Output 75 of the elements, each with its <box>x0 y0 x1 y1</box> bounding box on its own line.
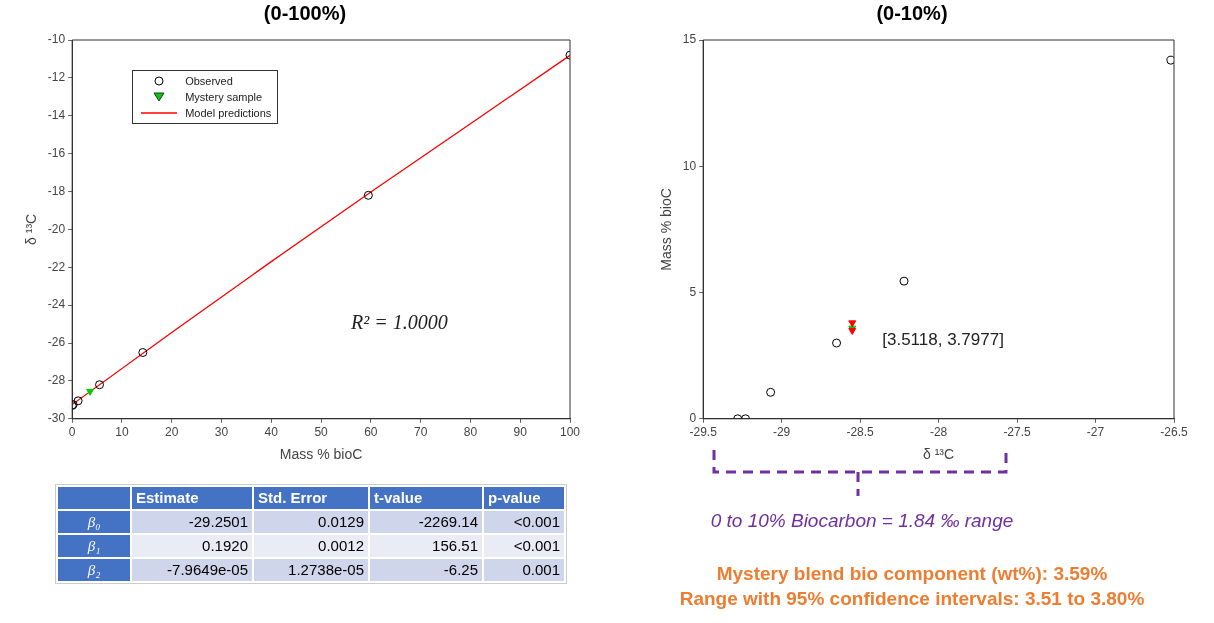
y-tick-label: -24 <box>47 297 66 312</box>
text: -29.2501 <box>132 511 252 533</box>
text: <0.001 <box>484 511 564 533</box>
y-tick-label: 0 <box>689 411 697 426</box>
x-tick-label: -29.5 <box>689 425 718 440</box>
x-tick-label: -29 <box>772 425 791 440</box>
text: β₁ <box>58 535 130 557</box>
y-tick-label: -16 <box>47 145 66 160</box>
y-tick-label: 5 <box>689 284 697 299</box>
text: 0.0012 <box>254 535 368 557</box>
text: -6.25 <box>370 559 482 581</box>
text: 0.1920 <box>132 535 252 557</box>
x-tick-label: 40 <box>264 425 279 440</box>
text: 0.0129 <box>254 511 368 533</box>
x-tick-label: -28.5 <box>846 425 875 440</box>
x-tick-label: 20 <box>165 425 179 440</box>
y-tick-label: -22 <box>47 259 66 274</box>
y-tick-label: -12 <box>47 70 66 85</box>
x-tick-label: 60 <box>364 425 378 440</box>
point <box>363 190 373 200</box>
point <box>832 338 842 348</box>
x-tick-label: 70 <box>413 425 428 440</box>
text: 1.2738e-05 <box>254 559 368 581</box>
x-tick-label: 10 <box>115 425 129 440</box>
text: β₂ <box>58 559 130 581</box>
x-tick-label: 100 <box>559 425 581 440</box>
text: -2269.14 <box>370 511 482 533</box>
y-tick-label: -30 <box>47 411 66 426</box>
x-tick-label: 50 <box>314 425 329 440</box>
y-axis-title: Mass % bioC <box>658 188 675 271</box>
text: t-value <box>370 487 482 509</box>
legend-label: Observed <box>185 75 233 87</box>
text: Range with 95% confidence intervals: 3.51 to 3.80% <box>678 588 1146 610</box>
point <box>95 380 105 390</box>
text: 0 to 10% Biocarbon = 1.84 ‰ range <box>709 510 1015 532</box>
point <box>899 276 909 286</box>
y-axis-title: δ ¹³C <box>23 213 40 245</box>
x-tick-label: -28 <box>929 425 948 440</box>
text: Estimate <box>132 487 252 509</box>
x-tick-label: -27 <box>1086 425 1105 440</box>
y-tick-label: -14 <box>47 108 66 123</box>
y-tick-label: 15 <box>682 32 697 47</box>
x-tick-label: 30 <box>214 425 229 440</box>
y-tick-label: -20 <box>47 221 66 236</box>
point <box>73 396 83 406</box>
text: Mystery blend bio component (wt%): 3.59% <box>715 563 1109 585</box>
x-tick-label: 90 <box>513 425 528 440</box>
x-tick-label: -27.5 <box>1003 425 1032 440</box>
annotation: R² = 1.0000 <box>349 311 448 334</box>
annotation: [3.5118, 3.7977] <box>882 329 1004 349</box>
text: Std. Error <box>254 487 368 509</box>
chart-title: (0-10%) <box>875 2 949 25</box>
x-tick-label: 80 <box>463 425 478 440</box>
legend-label: Model predictions <box>185 107 272 119</box>
text: <0.001 <box>484 535 564 557</box>
text: 156.51 <box>370 535 482 557</box>
point <box>848 320 857 328</box>
y-tick-label: -26 <box>47 335 66 350</box>
point <box>138 348 148 358</box>
text: β₀ <box>58 511 130 533</box>
text: p-value <box>484 487 564 509</box>
chart-title: (0-100%) <box>262 2 348 25</box>
point <box>766 387 776 397</box>
legend-label: Mystery sample <box>185 91 263 103</box>
y-tick-label: -28 <box>47 373 66 388</box>
x-tick-label: -26.5 <box>1160 425 1188 440</box>
x-axis-title: Mass % bioC <box>279 446 363 463</box>
y-tick-label: 10 <box>682 158 697 173</box>
y-tick-label: -10 <box>47 32 66 47</box>
x-tick-label: 0 <box>68 425 76 440</box>
y-tick-label: -18 <box>47 183 66 198</box>
x-axis-title: δ ¹³C <box>923 446 955 463</box>
text: -7.9649e-05 <box>132 559 252 581</box>
point <box>86 388 95 396</box>
text: 0.001 <box>484 559 564 581</box>
